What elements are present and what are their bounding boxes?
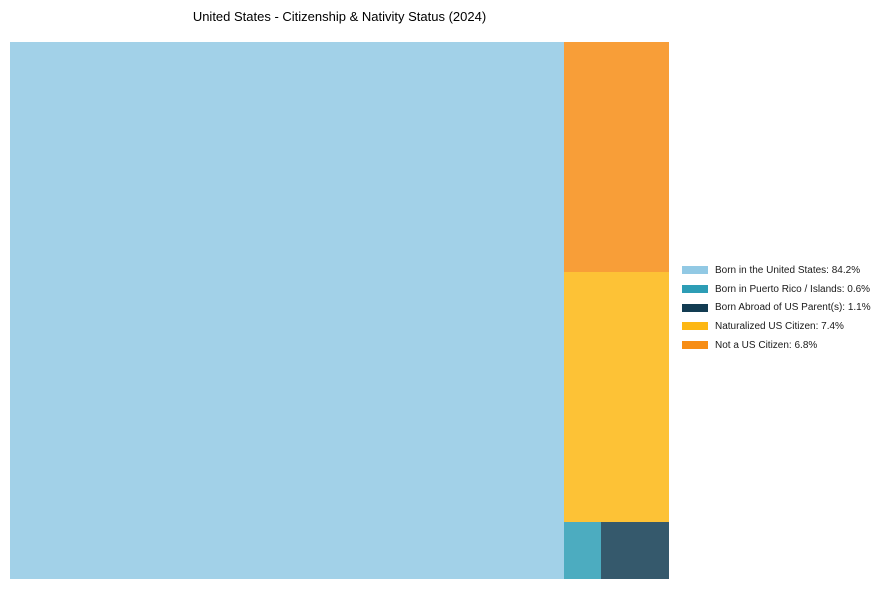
legend: Born in the United States: 84.2% Born in …	[682, 261, 871, 354]
treemap-tile-naturalized-us-citizen[interactable]	[564, 271, 669, 522]
legend-item-born-in-the-united-states[interactable]: Born in the United States: 84.2%	[682, 261, 871, 280]
legend-item-born-abroad-of-us-parent-s[interactable]: Born Abroad of US Parent(s): 1.1%	[682, 298, 871, 317]
chart-title: United States - Citizenship & Nativity S…	[192, 9, 487, 24]
legend-item-naturalized-us-citizen[interactable]: Naturalized US Citizen: 7.4%	[682, 317, 871, 336]
legend-label: Naturalized US Citizen: 7.4%	[715, 320, 844, 332]
legend-swatch	[682, 266, 708, 275]
legend-swatch	[682, 303, 708, 312]
legend-item-born-in-puerto-rico-islands[interactable]: Born in Puerto Rico / Islands: 0.6%	[682, 280, 871, 299]
treemap-tile-born-in-the-united-states[interactable]	[10, 42, 565, 579]
treemap-tile-born-abroad-of-us-parent-s[interactable]	[601, 521, 669, 579]
legend-swatch	[682, 341, 708, 350]
treemap-tile-not-a-us-citizen[interactable]	[564, 42, 669, 272]
legend-label: Born in Puerto Rico / Islands: 0.6%	[715, 283, 871, 295]
legend-label: Not a US Citizen: 6.8%	[715, 339, 818, 351]
legend-swatch	[682, 322, 708, 331]
legend-label: Born Abroad of US Parent(s): 1.1%	[715, 302, 871, 314]
legend-item-not-a-us-citizen[interactable]: Not a US Citizen: 6.8%	[682, 336, 871, 355]
legend-label: Born in the United States: 84.2%	[715, 264, 861, 276]
legend-swatch	[682, 285, 708, 294]
treemap-plot	[10, 42, 669, 579]
treemap-tile-born-in-puerto-rico-islands[interactable]	[564, 521, 602, 579]
